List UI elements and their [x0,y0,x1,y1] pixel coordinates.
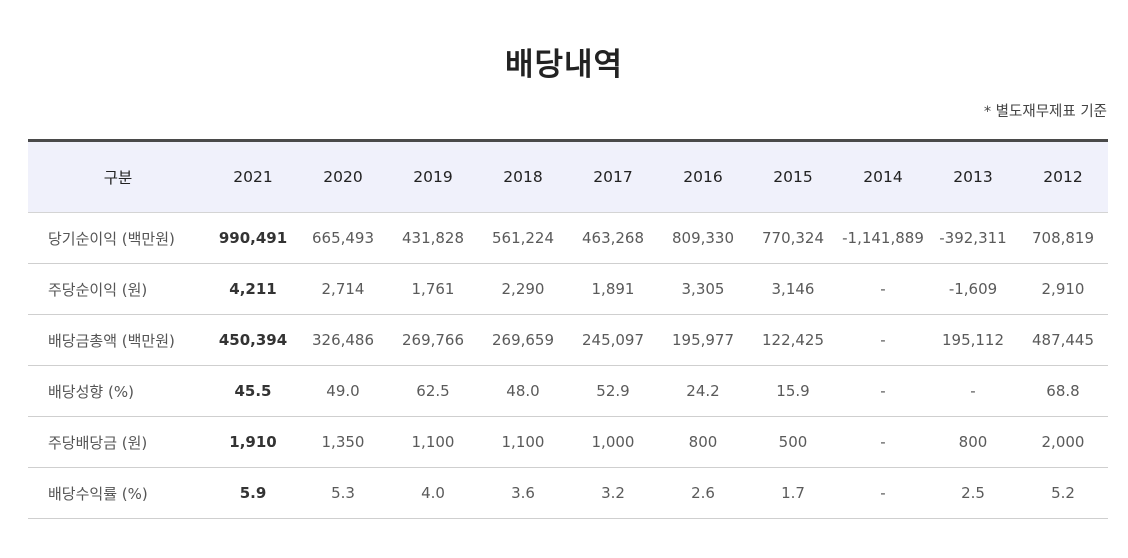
value-cell: -1,141,889 [838,212,928,264]
year-header-cell: 2012 [1018,139,1108,213]
value-cell: 665,493 [298,212,388,264]
table-row: 배당금총액 (백만원) 450,394 326,486 269,766 269,659 2… [28,314,1108,366]
year-header-cell: 2019 [388,139,478,213]
value-cell: - [838,314,928,366]
value-cell: 52.9 [568,365,658,417]
value-cell: 800 [928,416,1018,468]
value-cell: 326,486 [298,314,388,366]
row-label-cell: 주당순이익 (원) [28,263,208,315]
year-header-cell: 2015 [748,139,838,213]
value-cell: 500 [748,416,838,468]
table-row: 주당배당금 (원) 1,910 1,350 1,100 1,100 1,000 800 500… [28,416,1108,468]
value-cell: 49.0 [298,365,388,417]
value-cell: 3.2 [568,467,658,519]
value-cell: 5.9 [208,467,298,519]
basis-note: * 별도재무제표 기준 [983,104,1107,120]
table-body: 당기순이익 (백만원) 990,491 665,493 431,828 561,224 4… [28,212,1108,519]
table-row: 배당성향 (%) 45.5 49.0 62.5 48.0 52.9 24.2 15.9- -68… [28,365,1108,417]
page-title: 배당내역 [504,46,624,83]
value-cell: 3,146 [748,263,838,315]
value-cell: 45.5 [208,365,298,417]
dividend-table: 구분 2021 2020 2019 2018 2017 2016 2015 20… [28,139,1108,519]
value-cell: 1,100 [388,416,478,468]
value-cell: 708,819 [1018,212,1108,264]
value-cell: 269,766 [388,314,478,366]
year-header-cell: 2021 [208,139,298,213]
value-cell: 245,097 [568,314,658,366]
table-row: 주당순이익 (원) 4,211 2,714 1,761 2,290 1,891 3,305 3… [28,263,1108,315]
header-label-cell: 구분 [28,139,208,213]
value-cell: 62.5 [388,365,478,417]
value-cell: - [838,263,928,315]
value-cell: 195,112 [928,314,1018,366]
value-cell: 195,977 [658,314,748,366]
value-cell: 1.7 [748,467,838,519]
value-cell: 15.9 [748,365,838,417]
value-cell: 2,714 [298,263,388,315]
value-cell: 463,268 [568,212,658,264]
year-header-cell: 2016 [658,139,748,213]
row-label-cell: 배당수익률 (%) [28,467,208,519]
year-header-cell: 2014 [838,139,928,213]
year-header-cell: 2017 [568,139,658,213]
value-cell: - [928,365,1018,417]
table-row: 당기순이익 (백만원) 990,491 665,493 431,828 561,224 4… [28,212,1108,264]
value-cell: 1,910 [208,416,298,468]
value-cell: 1,761 [388,263,478,315]
value-cell: 122,425 [748,314,838,366]
value-cell: - [838,416,928,468]
value-cell: 1,891 [568,263,658,315]
value-cell: 5.3 [298,467,388,519]
value-cell: -1,609 [928,263,1018,315]
value-cell: 68.8 [1018,365,1108,417]
value-cell: 3,305 [658,263,748,315]
value-cell: 2.5 [928,467,1018,519]
value-cell: 1,350 [298,416,388,468]
row-label-cell: 주당배당금 (원) [28,416,208,468]
value-cell: 5.2 [1018,467,1108,519]
value-cell: 4,211 [208,263,298,315]
value-cell: -392,311 [928,212,1018,264]
value-cell: - [838,467,928,519]
value-cell: 2.6 [658,467,748,519]
value-cell: 4.0 [388,467,478,519]
value-cell: 24.2 [658,365,748,417]
value-cell: 800 [658,416,748,468]
value-cell: 2,290 [478,263,568,315]
value-cell: 269,659 [478,314,568,366]
value-cell: 809,330 [658,212,748,264]
value-cell: 2,910 [1018,263,1108,315]
row-label-cell: 당기순이익 (백만원) [28,212,208,264]
value-cell: 990,491 [208,212,298,264]
value-cell: 1,000 [568,416,658,468]
value-cell: - [838,365,928,417]
row-label-cell: 배당금총액 (백만원) [28,314,208,366]
value-cell: 1,100 [478,416,568,468]
value-cell: 431,828 [388,212,478,264]
value-cell: 48.0 [478,365,568,417]
row-label-cell: 배당성향 (%) [28,365,208,417]
value-cell: 450,394 [208,314,298,366]
table-row: 배당수익률 (%) 5.9 5.3 4.0 3.6 3.2 2.6 1.7-2.5 5.2 [28,467,1108,519]
value-cell: 770,324 [748,212,838,264]
value-cell: 2,000 [1018,416,1108,468]
value-cell: 561,224 [478,212,568,264]
year-header-cell: 2018 [478,139,568,213]
year-header-cell: 2013 [928,139,1018,213]
year-header-cell: 2020 [298,139,388,213]
table-header-row: 구분 2021 2020 2019 2018 2017 2016 2015 20… [28,139,1108,213]
value-cell: 3.6 [478,467,568,519]
value-cell: 487,445 [1018,314,1108,366]
